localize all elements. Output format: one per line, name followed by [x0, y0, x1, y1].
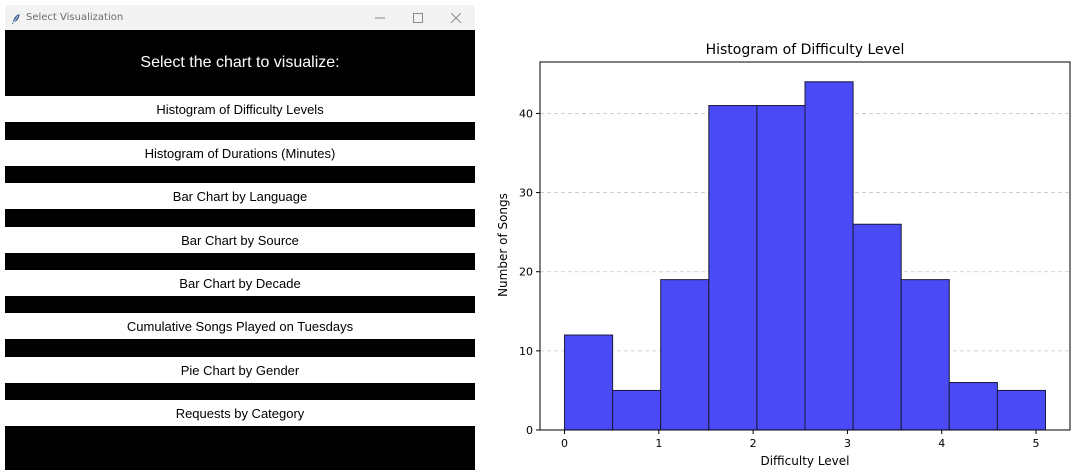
- maximize-icon: [413, 12, 423, 23]
- feather-icon: [10, 12, 22, 24]
- x-tick-label: 0: [561, 437, 568, 450]
- y-axis-label: Number of Songs: [496, 193, 510, 297]
- x-tick-label: 5: [1033, 437, 1040, 450]
- y-tick-label: 10: [519, 345, 533, 358]
- page-heading: Select the chart to visualize:: [140, 54, 340, 71]
- y-tick-label: 0: [526, 424, 533, 437]
- histogram-bar: [612, 389, 662, 431]
- bar-chart-language-button[interactable]: Bar Chart by Language: [5, 183, 475, 209]
- ticks: 0 10 20 30 40 0 1 2 3 4 5: [519, 107, 1040, 450]
- requests-category-button[interactable]: Requests by Category: [5, 400, 475, 426]
- axes-frame: [539, 61, 1071, 431]
- histogram-bar: [804, 81, 854, 431]
- cumulative-tuesdays-button[interactable]: Cumulative Songs Played on Tuesdays: [5, 313, 475, 339]
- title-bar: Select Visualization: [5, 5, 475, 30]
- histogram-bar: [564, 334, 614, 431]
- histogram-bar: [660, 279, 710, 431]
- x-tick-label: 4: [938, 437, 945, 450]
- histogram-svg: Histogram of Difficulty Level 0102030400…: [496, 42, 1071, 468]
- pie-chart-gender-button[interactable]: Pie Chart by Gender: [5, 357, 475, 383]
- histogram-bar: [996, 389, 1046, 431]
- select-visualization-window: Select Visualization Select the chart to…: [5, 5, 475, 470]
- difficulty-histogram-chart: Histogram of Difficulty Level 0 10 20 30 40 0…: [485, 0, 1080, 470]
- histogram-bar: [948, 382, 998, 431]
- histogram-durations-button[interactable]: Histogram of Durations (Minutes): [5, 140, 475, 166]
- bar-chart-decade-button[interactable]: Bar Chart by Decade: [5, 270, 475, 296]
- close-button[interactable]: [437, 5, 475, 30]
- histogram-bar: [708, 105, 758, 431]
- y-tick-label: 20: [519, 266, 533, 279]
- chart-title: Histogram of Difficulty Level: [706, 42, 905, 58]
- maximize-button[interactable]: [399, 5, 437, 30]
- window-controls: [361, 5, 475, 30]
- close-icon: [451, 12, 461, 23]
- x-axis-label: Difficulty Level: [760, 454, 849, 468]
- minimize-icon: [375, 17, 385, 18]
- bars: [564, 81, 1046, 431]
- histogram-difficulty-button[interactable]: Histogram of Difficulty Levels: [5, 96, 475, 122]
- window-title: Select Visualization: [26, 12, 124, 23]
- y-tick-label: 40: [519, 107, 533, 120]
- x-tick-label: 3: [844, 437, 851, 450]
- histogram-bar: [852, 223, 902, 431]
- x-tick-label: 2: [750, 437, 757, 450]
- y-tick-label: 30: [519, 187, 533, 200]
- x-tick-label: 1: [655, 437, 662, 450]
- minimize-button[interactable]: [361, 5, 399, 30]
- histogram-bar: [756, 105, 806, 431]
- bar-chart-source-button[interactable]: Bar Chart by Source: [5, 227, 475, 253]
- histogram-bar: [900, 279, 950, 431]
